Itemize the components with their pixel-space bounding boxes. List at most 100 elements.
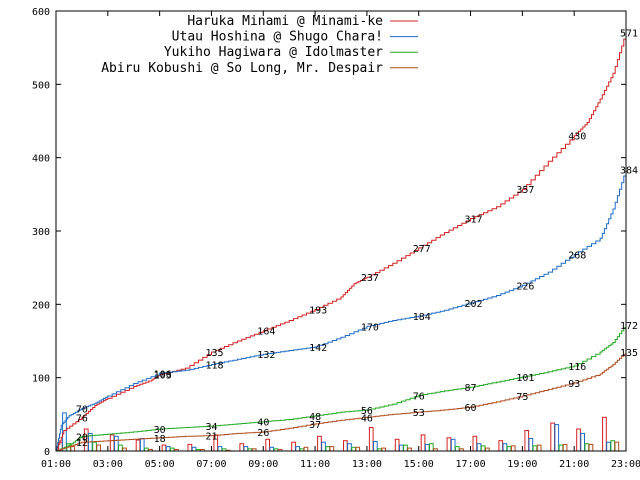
bar-d42020-h6 [187, 443, 193, 452]
data-label-s0-2: 135 [206, 348, 224, 359]
series-line-1 [56, 169, 627, 452]
bar-22aa22-h19 [532, 445, 538, 452]
bar-22aa22-h2 [92, 441, 97, 452]
y-tick-label-1: 100 [32, 374, 50, 385]
data-label-s3-6: 53 [413, 408, 425, 419]
bar-22aa22-h16 [454, 446, 460, 452]
bar-1a6cc8-h12 [347, 443, 352, 452]
bar-d42020-h13 [368, 427, 374, 452]
bar-22aa22-h21 [584, 443, 590, 452]
data-label-s3-10: 135 [620, 348, 638, 359]
data-label-s2-1: 30 [154, 425, 166, 436]
series-line-2 [56, 324, 627, 452]
series-line-3 [56, 352, 627, 452]
data-label-s2-5: 56 [361, 406, 373, 417]
data-label-s0-5: 237 [361, 273, 379, 284]
x-tick-label-2: 05:00 [145, 459, 175, 470]
data-label-s0-3: 164 [257, 327, 275, 338]
bar-b04a1a-h10 [303, 446, 309, 452]
bar-1a6cc8-h16 [450, 438, 456, 452]
plot-frame [55, 10, 627, 452]
bar-d42020-h21 [576, 428, 581, 452]
x-tick-label-0: 01:00 [41, 459, 71, 470]
bar-b04a1a-h21 [588, 443, 594, 452]
data-label-s2-0: 20 [76, 432, 88, 443]
bar-22aa22-h11 [325, 446, 331, 452]
data-label-s0-8: 357 [516, 185, 534, 196]
data-label-s0-1: 103 [154, 371, 172, 382]
bar-1a6cc8-h6 [191, 446, 197, 452]
bar-1a6cc8-h14 [399, 444, 404, 452]
bar-d42020-h18 [498, 440, 504, 452]
bar-1a6cc8-h10 [295, 446, 300, 452]
bar-d42020-h3 [109, 434, 115, 452]
axes: 0 100 200 300 400 500 600 01:00 03:00 05:00 07:00 0… [32, 7, 640, 470]
bar-d42020-h17 [472, 435, 478, 452]
bar-1a6cc8-h7 [217, 446, 223, 452]
y-tick-label-6: 600 [32, 7, 50, 18]
x-tick-label-9: 19:00 [507, 459, 537, 470]
data-label-s2-6: 76 [413, 391, 425, 402]
bar-d42020-h22 [602, 416, 607, 452]
x-tick-label-7: 15:00 [404, 459, 434, 470]
x-tick-label-10: 21:00 [559, 459, 589, 470]
bar-d42020-h16 [446, 437, 452, 452]
bar-1a6cc8-h20 [554, 424, 560, 452]
hourly-bars [58, 412, 620, 452]
series-line-0 [56, 32, 627, 452]
data-labels: 76 103 135 164 193 237 277 317 357 430 571 70 106 118… [76, 28, 638, 449]
legend-label-3: Abiru Kobushi @ So Long, Mr. Despair [101, 61, 383, 76]
data-label-s2-10: 172 [620, 321, 638, 332]
y-tick-label-0: 0 [44, 447, 50, 458]
data-label-s1-1: 106 [154, 369, 172, 380]
bar-1a6cc8-h1 [62, 412, 67, 452]
data-label-s0-10: 571 [620, 28, 638, 39]
bar-1a6cc8-h22 [606, 441, 611, 452]
data-label-s0-9: 430 [568, 132, 586, 143]
data-label-s1-5: 170 [361, 322, 379, 333]
bar-1a6cc8-h17 [476, 443, 482, 452]
bar-d42020-h14 [394, 438, 400, 452]
bar-1a6cc8-h9 [269, 446, 275, 452]
bar-b04a1a-h22 [614, 441, 620, 452]
legend-label-1: Utau Hoshina @ Shugo Chara! [172, 30, 383, 45]
bar-b04a1a-h2 [96, 444, 102, 452]
data-label-s3-9: 93 [568, 379, 580, 390]
bar-22aa22-h17 [480, 445, 486, 452]
y-tick-label-3: 300 [32, 227, 50, 238]
data-label-s2-2: 34 [206, 422, 218, 433]
data-label-s1-8: 226 [516, 281, 534, 292]
bar-1a6cc8-h11 [321, 441, 326, 452]
data-label-s0-6: 277 [413, 244, 431, 255]
y-tick-label-4: 400 [32, 154, 50, 165]
data-label-s1-0: 70 [76, 405, 88, 416]
bar-b04a1a-h20 [562, 443, 568, 452]
x-tick-label-8: 17:00 [455, 459, 485, 470]
bar-22aa22-h15 [429, 443, 434, 452]
legend-label-0: Haruka Minami @ Minami-ke [187, 14, 383, 29]
data-label-s3-0: 12 [76, 438, 88, 449]
bar-1a6cc8-h19 [528, 438, 534, 452]
bar-d42020-h20 [550, 422, 555, 452]
cumulative-lines [56, 32, 627, 452]
bar-22aa22-h20 [558, 444, 564, 452]
bar-1a6cc8-h21 [580, 432, 585, 452]
data-label-s2-9: 116 [568, 362, 586, 373]
data-label-s3-3: 26 [257, 428, 269, 439]
bar-b04a1a-h12 [355, 446, 361, 452]
bar-1a6cc8-h3 [114, 435, 119, 452]
data-label-s1-9: 268 [568, 251, 586, 262]
data-label-s2-4: 48 [309, 412, 321, 423]
bar-d42020-h10 [291, 441, 296, 452]
data-label-s3-2: 21 [206, 432, 218, 443]
data-label-s3-1: 18 [154, 434, 166, 445]
data-label-s1-6: 184 [413, 312, 431, 323]
data-label-s1-3: 132 [257, 350, 275, 361]
data-label-s3-8: 75 [516, 392, 528, 403]
data-label-s0-7: 317 [465, 215, 483, 226]
data-label-s3-5: 46 [361, 413, 373, 424]
bar-d42020-h4 [135, 439, 141, 452]
bar-b04a1a-h18 [510, 445, 516, 452]
x-tick-label-11: 23:00 [611, 459, 640, 470]
